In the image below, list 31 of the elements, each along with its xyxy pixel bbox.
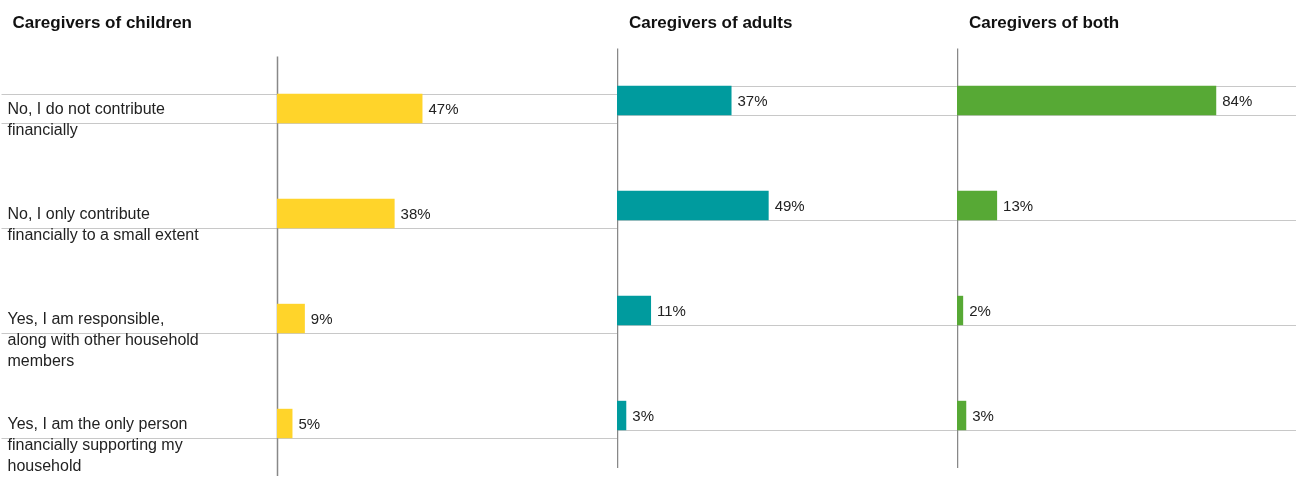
data-label: 49%	[774, 196, 805, 214]
data-label: 13%	[1003, 196, 1034, 214]
data-label: 3%	[632, 406, 654, 424]
bar	[957, 295, 964, 326]
data-label: 37%	[737, 91, 768, 109]
y-tick-label: No, I only contribute financially to a small extent	[7, 205, 200, 243]
data-label: 3%	[972, 406, 994, 424]
y-tick-label: Yes, I am the only person financially supporting my household	[7, 415, 188, 474]
data-label: 5%	[298, 414, 321, 432]
chart-title: Caregivers of both	[969, 13, 1120, 32]
bar	[617, 190, 769, 221]
bar	[957, 190, 998, 221]
data-label: 2%	[969, 301, 991, 319]
bar	[617, 85, 732, 116]
bar	[277, 303, 305, 334]
chart-title: Caregivers of adults	[629, 13, 793, 32]
bar	[957, 400, 967, 431]
y-tick-label: Yes, I am responsible, along with other household members	[7, 310, 199, 369]
data-label: 9%	[310, 309, 333, 327]
text: Caregivers of children	[12, 13, 193, 32]
bar	[277, 93, 423, 124]
data-label: 47%	[428, 99, 459, 117]
bar	[617, 400, 627, 431]
bar	[617, 295, 652, 326]
bar	[277, 408, 293, 439]
bar	[957, 85, 1217, 116]
data-label: 38%	[400, 204, 431, 222]
bar	[277, 198, 395, 229]
y-tick-label: No, I do not contribute financially	[7, 100, 166, 138]
data-label: 11%	[657, 301, 686, 319]
data-label: 84%	[1222, 91, 1253, 109]
